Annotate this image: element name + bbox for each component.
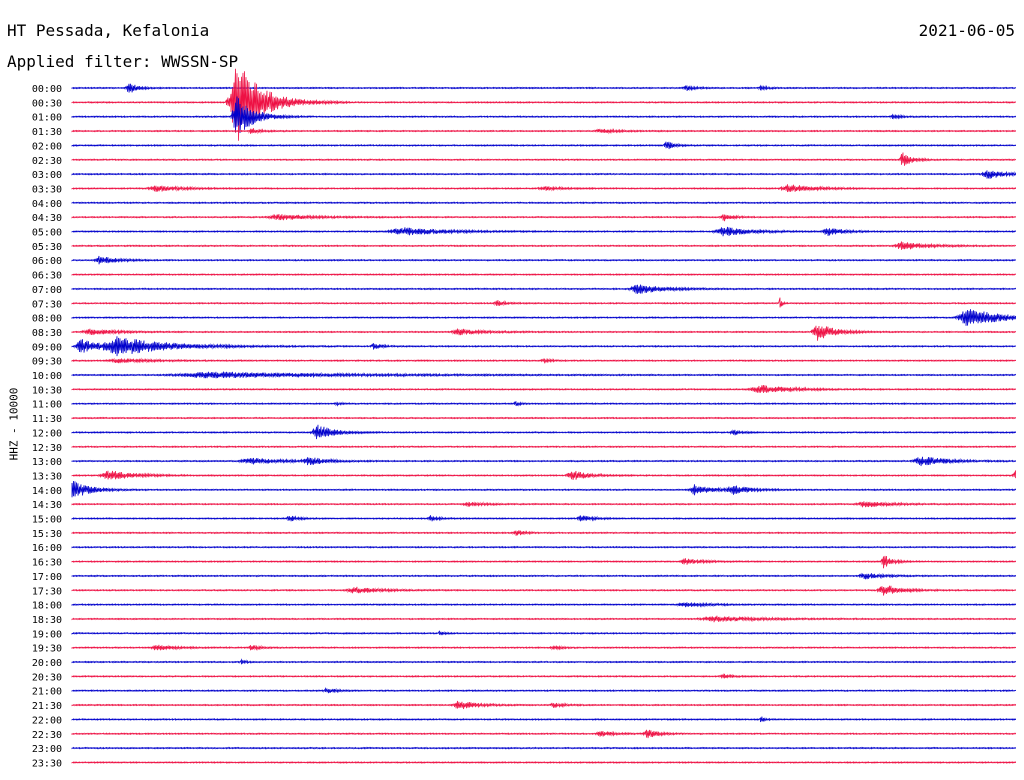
trace-row-2100 (72, 689, 1016, 694)
row-time-label: 13:00 (32, 457, 62, 468)
trace-row-0900 (72, 336, 1016, 356)
trace-row-2330 (72, 762, 1016, 763)
trace-row-1630 (72, 556, 1016, 568)
row-time-label: 17:30 (32, 586, 62, 597)
row-time-label: 18:30 (32, 615, 62, 626)
trace-row-0200 (72, 142, 1016, 149)
trace-row-0630 (72, 274, 1016, 275)
row-time-label: 11:00 (32, 400, 62, 411)
trace-row-1130 (72, 418, 1016, 419)
row-time-label: 21:00 (32, 687, 62, 698)
trace-row-0230 (72, 153, 1016, 166)
trace-row-1600 (72, 547, 1016, 548)
row-time-label: 17:00 (32, 572, 62, 583)
trace-row-2030 (72, 674, 1016, 678)
row-time-label: 19:00 (32, 629, 62, 640)
row-time-label: 12:30 (32, 443, 62, 454)
trace-row-0830 (72, 326, 1016, 341)
row-time-label: 16:00 (32, 543, 62, 554)
row-time-label: 16:30 (32, 558, 62, 569)
trace-row-0330 (72, 184, 1016, 192)
trace-row-1900 (72, 631, 1016, 635)
row-time-label: 15:00 (32, 515, 62, 526)
row-time-label: 04:00 (32, 199, 62, 210)
row-time-label: 09:30 (32, 357, 62, 368)
row-time-label: 07:30 (32, 299, 62, 310)
row-time-label: 11:30 (32, 414, 62, 425)
row-time-label: 03:30 (32, 184, 62, 195)
trace-row-1030 (72, 385, 1016, 393)
trace-row-2200 (72, 717, 1016, 722)
trace-row-1300 (72, 457, 1016, 466)
trace-row-1530 (72, 530, 1016, 535)
row-time-label: 12:00 (32, 428, 62, 439)
trace-row-1230 (72, 446, 1016, 447)
row-time-label: 22:30 (32, 730, 62, 741)
trace-row-0400 (72, 202, 1016, 203)
trace-row-0930 (72, 359, 1016, 364)
trace-row-2300 (72, 748, 1016, 749)
trace-row-1930 (72, 645, 1016, 650)
trace-row-0600 (72, 256, 1016, 264)
trace-row-2130 (72, 701, 1016, 709)
trace-row-0030 (72, 69, 1016, 141)
trace-row-0730 (72, 298, 1016, 308)
trace-row-0500 (72, 227, 1016, 236)
row-time-label: 00:00 (32, 84, 62, 95)
row-time-label: 08:30 (32, 328, 62, 339)
trace-row-0530 (72, 242, 1016, 250)
row-time-label: 18:00 (32, 601, 62, 612)
trace-row-1830 (72, 616, 1016, 623)
row-time-label: 10:00 (32, 371, 62, 382)
row-time-label: 15:30 (32, 529, 62, 540)
row-time-label: 09:00 (32, 342, 62, 353)
trace-row-2230 (72, 730, 1016, 738)
trace-row-1730 (72, 586, 1016, 596)
row-time-label: 00:30 (32, 98, 62, 109)
trace-row-2000 (72, 660, 1016, 665)
trace-row-1100 (72, 401, 1016, 406)
row-time-label: 02:00 (32, 141, 62, 152)
row-time-label: 23:30 (32, 758, 62, 769)
row-time-label: 07:00 (32, 285, 62, 296)
trace-row-0300 (72, 170, 1016, 178)
row-time-label: 02:30 (32, 156, 62, 167)
trace-row-0000 (72, 84, 1016, 93)
row-time-label: 06:30 (32, 271, 62, 282)
trace-row-1000 (72, 372, 1016, 379)
row-time-label: 23:00 (32, 744, 62, 755)
trace-row-1700 (72, 573, 1016, 579)
row-time-label: 20:00 (32, 658, 62, 669)
trace-row-1330 (72, 471, 1016, 480)
row-time-label: 04:30 (32, 213, 62, 224)
row-time-label: 08:00 (32, 314, 62, 325)
row-time-label: 21:30 (32, 701, 62, 712)
row-time-label: 01:00 (32, 113, 62, 124)
row-time-label: 05:00 (32, 228, 62, 239)
trace-row-0800 (72, 309, 1016, 326)
row-time-label: 03:00 (32, 170, 62, 181)
row-time-label: 05:30 (32, 242, 62, 253)
trace-row-0130 (72, 128, 1016, 134)
row-time-label: 20:30 (32, 672, 62, 683)
trace-row-0700 (72, 285, 1016, 294)
row-time-label: 06:00 (32, 256, 62, 267)
row-time-label: 14:30 (32, 500, 62, 511)
row-time-label: 19:30 (32, 644, 62, 655)
row-time-label: 14:00 (32, 486, 62, 497)
trace-row-1200 (72, 425, 1016, 439)
trace-row-0430 (72, 214, 1016, 221)
row-time-label: 10:30 (32, 385, 62, 396)
row-time-label: 22:00 (32, 715, 62, 726)
trace-row-1430 (72, 501, 1016, 507)
trace-row-1400 (72, 481, 1016, 497)
trace-row-1500 (72, 515, 1016, 521)
row-time-label: 13:30 (32, 471, 62, 482)
trace-row-1800 (72, 602, 1016, 607)
row-time-label: 01:30 (32, 127, 62, 138)
